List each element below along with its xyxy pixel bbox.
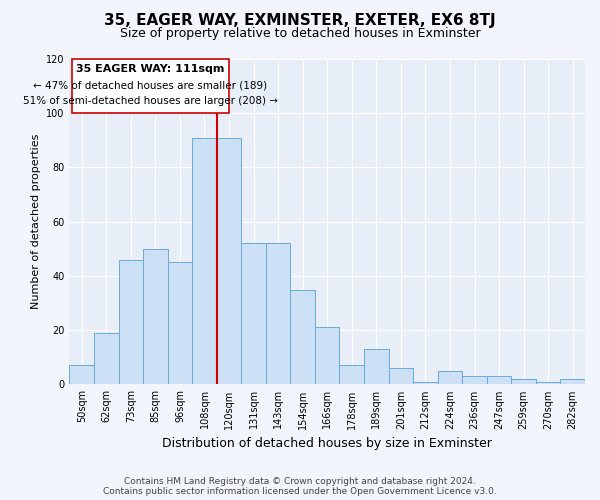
Bar [315,328,340,384]
Bar [241,244,266,384]
Bar [143,249,167,384]
Bar [340,366,364,384]
Bar [511,379,536,384]
Y-axis label: Number of detached properties: Number of detached properties [31,134,41,310]
Text: Size of property relative to detached houses in Exminster: Size of property relative to detached ho… [119,28,481,40]
Bar [413,382,437,384]
Bar [290,290,315,384]
Bar [487,376,511,384]
Bar [94,333,119,384]
Bar [364,349,389,384]
Bar [266,244,290,384]
Bar [167,262,192,384]
Bar [192,138,217,384]
Text: Contains public sector information licensed under the Open Government Licence v3: Contains public sector information licen… [103,487,497,496]
Text: Contains HM Land Registry data © Crown copyright and database right 2024.: Contains HM Land Registry data © Crown c… [124,477,476,486]
Bar [389,368,413,384]
Bar [560,379,585,384]
Bar [462,376,487,384]
Bar [119,260,143,384]
Bar [70,366,94,384]
Text: 51% of semi-detached houses are larger (208) →: 51% of semi-detached houses are larger (… [23,96,278,106]
Text: 35 EAGER WAY: 111sqm: 35 EAGER WAY: 111sqm [76,64,224,74]
Text: 35, EAGER WAY, EXMINSTER, EXETER, EX6 8TJ: 35, EAGER WAY, EXMINSTER, EXETER, EX6 8T… [104,12,496,28]
Bar [437,371,462,384]
Bar [217,138,241,384]
Bar [536,382,560,384]
X-axis label: Distribution of detached houses by size in Exminster: Distribution of detached houses by size … [162,437,492,450]
FancyBboxPatch shape [72,59,229,113]
Text: ← 47% of detached houses are smaller (189): ← 47% of detached houses are smaller (18… [34,80,268,90]
